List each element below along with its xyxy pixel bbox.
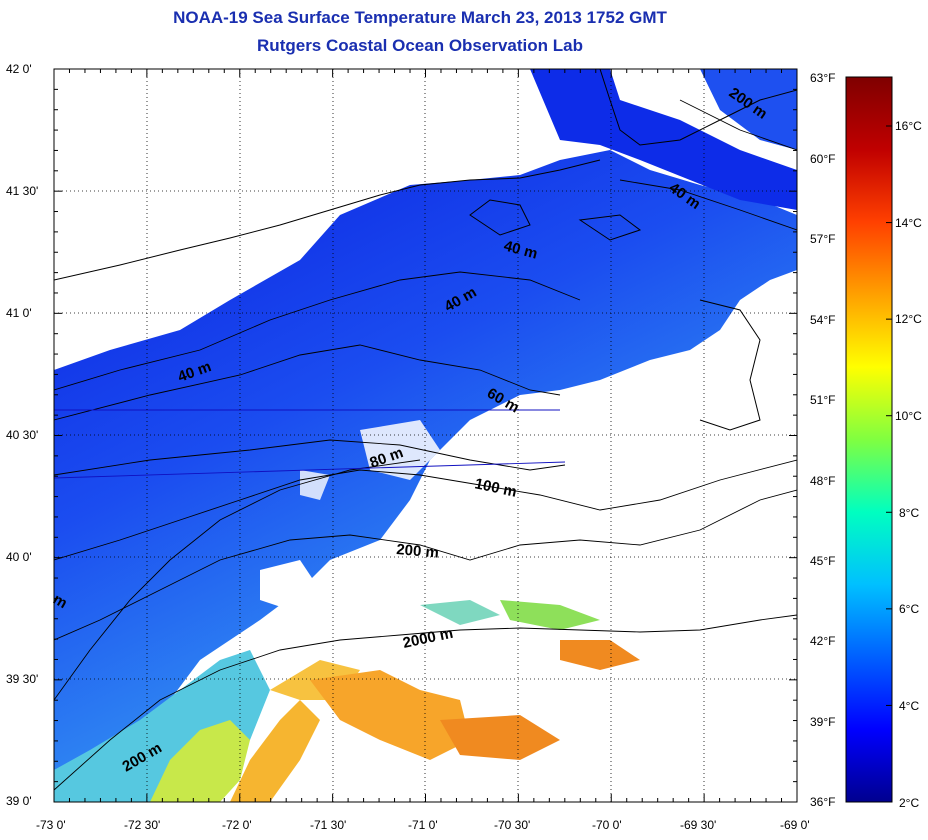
colorbar-label: 14°C [895,216,922,230]
lon-label: -69 0' [780,818,810,832]
fahrenheit-label: 48°F [810,474,836,488]
lat-label: 39 30' [6,672,39,686]
lon-label: -73 0' [36,818,66,832]
colorbar-label: 16°C [895,119,922,133]
bathymetry-contours [54,99,797,791]
map-title: NOAA-19 Sea Surface Temperature March 23… [173,8,667,27]
fahrenheit-label: 57°F [810,232,836,246]
lon-label: -71 30' [310,818,347,832]
colorbar-ticks [886,125,892,803]
colorbar-label: 12°C [895,312,922,326]
axis-ticks [53,68,798,803]
lon-label: -69 30' [680,818,717,832]
lon-label: -72 0' [222,818,252,832]
lon-label: -71 0' [408,818,438,832]
fahrenheit-label: 63°F [810,71,836,85]
fahrenheit-label: 39°F [810,715,836,729]
lon-label: -72 30' [124,818,161,832]
lat-label: 42 0' [6,62,32,76]
fahrenheit-label: 45°F [810,554,836,568]
fahrenheit-label: 60°F [810,152,836,166]
sst-field [54,69,797,802]
lat-label: 41 30' [6,184,39,198]
lat-label: 40 30' [6,428,39,442]
lat-label: 41 0' [6,306,32,320]
lat-label: 40 0' [6,550,32,564]
colorbar-label: 6°C [899,602,920,616]
colorbar-label: 4°C [899,699,920,713]
coastline [54,69,797,431]
lon-label: -70 30' [494,818,531,832]
map-subtitle: Rutgers Coastal Ocean Observation Lab [257,36,583,55]
fahrenheit-label: 51°F [810,393,836,407]
lon-label: -70 0' [592,818,622,832]
lat-label: 39 0' [6,794,32,808]
colorbar-label: 8°C [899,506,920,520]
fahrenheit-label: 42°F [810,634,836,648]
fahrenheit-label: 54°F [810,313,836,327]
colorbar-label: 2°C [899,796,920,810]
colorbar-label: 10°C [895,409,922,423]
fahrenheit-label: 36°F [810,795,836,809]
contour-label: 200 m [396,541,440,562]
colorbar [845,76,893,803]
